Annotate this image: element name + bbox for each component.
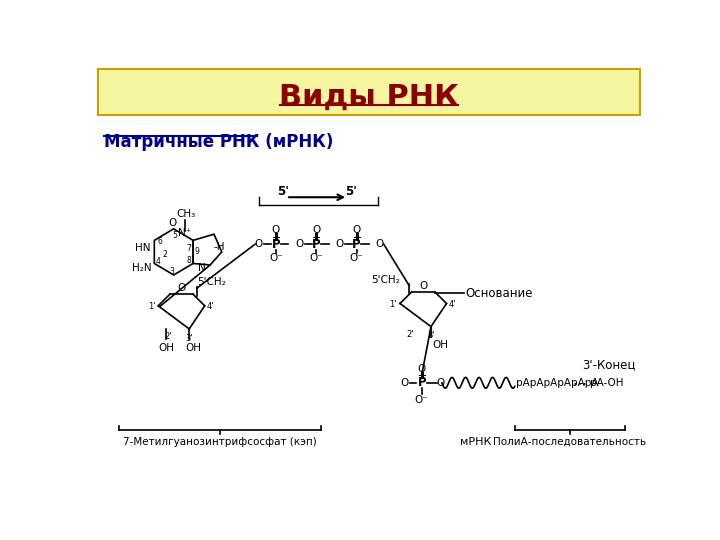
Text: 5': 5' (277, 185, 289, 198)
Text: 7: 7 (186, 244, 192, 253)
Text: 3': 3' (427, 331, 435, 340)
Text: ⋯: ⋯ (573, 376, 587, 390)
Text: P: P (271, 238, 280, 251)
Text: 6: 6 (157, 238, 162, 246)
Text: 2': 2' (406, 330, 414, 339)
Text: 3': 3' (185, 334, 193, 342)
Text: 4': 4' (207, 302, 215, 311)
Text: pA-OH: pA-OH (590, 378, 624, 388)
Text: 3'-Конец: 3'-Конец (582, 358, 636, 371)
Text: 2': 2' (165, 332, 172, 341)
Text: 4': 4' (449, 300, 456, 309)
Text: 3: 3 (170, 267, 174, 275)
Text: CH₃: CH₃ (176, 209, 196, 219)
Text: HN: HN (135, 243, 150, 253)
Text: 4: 4 (156, 258, 161, 266)
Text: O: O (168, 218, 176, 228)
Text: OH: OH (158, 343, 174, 353)
Text: 5'CH₂: 5'CH₂ (197, 277, 225, 287)
Text: O: O (272, 225, 280, 235)
Text: 7-Метилгуанозинтрифсосфат (кэп): 7-Метилгуанозинтрифсосфат (кэп) (123, 437, 317, 447)
Text: O⁻: O⁻ (310, 253, 323, 263)
Text: OH: OH (185, 343, 201, 353)
Text: O: O (312, 225, 320, 235)
Text: 1': 1' (148, 302, 155, 311)
Text: N: N (198, 263, 205, 273)
Text: Матричные РНК (мРНК): Матричные РНК (мРНК) (104, 132, 333, 151)
Text: O: O (353, 225, 361, 235)
Text: 1': 1' (390, 300, 397, 309)
Text: P: P (352, 238, 361, 251)
Text: OH: OH (432, 340, 449, 350)
Text: O: O (336, 239, 343, 249)
Text: 5: 5 (173, 231, 178, 240)
Text: мРНК: мРНК (460, 437, 492, 447)
Text: 8: 8 (186, 256, 192, 265)
Text: ПолиА-последовательность: ПолиА-последовательность (493, 437, 647, 447)
Text: 5': 5' (345, 185, 357, 198)
Text: pApApApApApA: pApApApApApA (516, 378, 599, 388)
Text: 5'CH₂: 5'CH₂ (372, 275, 400, 285)
Text: 2: 2 (162, 249, 167, 259)
Text: O: O (436, 378, 444, 388)
Text: O: O (400, 378, 409, 388)
Text: O: O (418, 364, 426, 374)
Text: O: O (177, 284, 186, 294)
Text: N⁺: N⁺ (178, 228, 192, 238)
Text: 9: 9 (194, 247, 199, 256)
Text: O⁻: O⁻ (415, 395, 428, 405)
Text: P: P (312, 238, 320, 251)
Text: O: O (255, 239, 263, 249)
Text: Виды РНК: Виды РНК (279, 83, 459, 112)
FancyBboxPatch shape (98, 69, 640, 115)
Text: O⁻: O⁻ (350, 253, 364, 263)
Text: -H: -H (214, 241, 225, 252)
Text: H₂N: H₂N (132, 263, 152, 273)
Text: Основание: Основание (466, 287, 534, 300)
Text: O⁻: O⁻ (269, 253, 283, 263)
Text: O: O (419, 281, 428, 291)
Text: P: P (418, 376, 426, 389)
Text: O: O (295, 239, 303, 249)
Text: O: O (376, 239, 384, 249)
